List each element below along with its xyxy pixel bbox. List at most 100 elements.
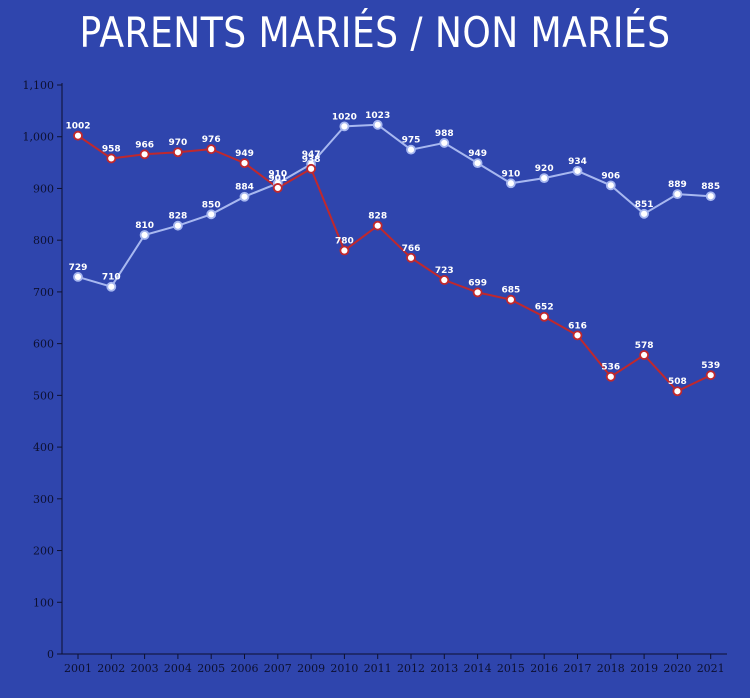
y-tick-label: 400 bbox=[33, 441, 54, 454]
data-label: 884 bbox=[235, 183, 254, 193]
data-label: 1020 bbox=[332, 112, 357, 122]
data-point bbox=[372, 220, 383, 231]
x-tick-label: 2009 bbox=[297, 662, 325, 675]
data-point bbox=[139, 149, 150, 160]
data-point bbox=[639, 350, 649, 360]
data-point bbox=[106, 281, 117, 292]
x-tick-label: 2014 bbox=[464, 662, 492, 675]
data-label: 970 bbox=[169, 138, 188, 148]
chart-title: PARENTS MARIÉS / NON MARIÉS bbox=[79, 8, 671, 57]
data-label: 920 bbox=[535, 164, 554, 174]
data-point bbox=[472, 287, 483, 298]
x-tick-label: 2020 bbox=[663, 662, 691, 675]
y-tick-label: 0 bbox=[47, 648, 54, 661]
data-label: 508 bbox=[668, 377, 687, 387]
data-label: 710 bbox=[102, 273, 121, 283]
x-tick-label: 2006 bbox=[231, 662, 259, 675]
x-tick-label: 2015 bbox=[497, 662, 525, 675]
data-point bbox=[572, 330, 583, 341]
data-label: 1002 bbox=[65, 122, 90, 132]
data-point bbox=[406, 252, 416, 263]
data-label: 766 bbox=[402, 244, 421, 254]
data-label: 949 bbox=[468, 149, 487, 159]
data-label: 889 bbox=[668, 180, 687, 190]
data-point bbox=[306, 163, 317, 174]
x-tick-label: 2019 bbox=[630, 662, 658, 675]
data-label: 966 bbox=[135, 140, 154, 150]
data-point bbox=[73, 130, 83, 141]
data-label: 949 bbox=[235, 149, 254, 159]
data-label: 975 bbox=[402, 136, 421, 146]
data-point bbox=[705, 191, 716, 202]
data-label: 652 bbox=[535, 303, 554, 313]
series-line-1 bbox=[77, 123, 711, 288]
data-point bbox=[539, 311, 550, 322]
data-point bbox=[339, 121, 350, 132]
series-line-0 bbox=[77, 134, 712, 393]
y-tick-label: 500 bbox=[33, 389, 54, 402]
x-tick-label: 2016 bbox=[530, 662, 558, 675]
x-tick-label: 2005 bbox=[197, 662, 225, 675]
data-point bbox=[73, 272, 83, 282]
x-tick-label: 2010 bbox=[330, 662, 358, 675]
data-label: 1023 bbox=[365, 111, 390, 121]
data-point bbox=[439, 275, 450, 285]
data-point bbox=[406, 144, 416, 155]
data-label: 723 bbox=[435, 266, 454, 276]
data-point bbox=[206, 144, 217, 155]
data-point bbox=[605, 371, 616, 382]
data-point bbox=[472, 158, 483, 169]
data-point bbox=[672, 386, 683, 397]
data-point bbox=[539, 173, 550, 184]
x-tick-label: 2004 bbox=[164, 662, 192, 675]
data-point bbox=[672, 189, 683, 200]
y-tick-label: 700 bbox=[33, 286, 54, 299]
data-label: 988 bbox=[435, 129, 454, 139]
x-tick-label: 2011 bbox=[364, 662, 392, 675]
data-point bbox=[239, 158, 250, 169]
x-tick-label: 2007 bbox=[264, 662, 292, 675]
data-label: 910 bbox=[268, 169, 287, 179]
x-tick-label: 2003 bbox=[131, 662, 159, 675]
data-label: 828 bbox=[169, 212, 188, 222]
data-label: 851 bbox=[635, 200, 654, 210]
data-point bbox=[172, 220, 183, 231]
data-label: 699 bbox=[468, 278, 487, 288]
data-point bbox=[339, 245, 350, 256]
data-label: 850 bbox=[202, 200, 221, 210]
data-label: 976 bbox=[202, 135, 221, 145]
data-point bbox=[705, 370, 716, 381]
data-point bbox=[372, 119, 383, 130]
data-point bbox=[272, 183, 283, 193]
data-point bbox=[439, 138, 450, 148]
data-label: 910 bbox=[502, 169, 521, 179]
data-label: 901 bbox=[268, 174, 287, 184]
data-point bbox=[106, 153, 117, 164]
y-tick-label: 100 bbox=[33, 596, 54, 609]
data-label: 958 bbox=[102, 144, 121, 154]
data-label: 616 bbox=[568, 321, 587, 331]
data-label: 536 bbox=[601, 363, 620, 373]
x-tick-label: 2021 bbox=[697, 662, 725, 675]
data-label: 539 bbox=[701, 361, 720, 371]
data-label: 938 bbox=[302, 155, 321, 165]
data-label: 729 bbox=[69, 263, 88, 273]
data-point bbox=[139, 230, 150, 240]
data-label: 947 bbox=[302, 150, 321, 160]
x-tick-label: 2012 bbox=[397, 662, 425, 675]
x-tick-label: 2001 bbox=[64, 662, 92, 675]
y-tick-label: 1,100 bbox=[23, 79, 55, 92]
x-tick-label: 2017 bbox=[564, 662, 592, 675]
data-point bbox=[505, 178, 516, 189]
data-label: 810 bbox=[135, 221, 154, 231]
y-tick-label: 300 bbox=[33, 493, 54, 506]
data-label: 934 bbox=[568, 157, 587, 167]
data-label: 780 bbox=[335, 237, 354, 247]
x-tick-label: 2002 bbox=[97, 662, 125, 675]
x-tick-label: 2018 bbox=[597, 662, 625, 675]
y-tick-label: 800 bbox=[33, 234, 54, 247]
data-point bbox=[172, 147, 183, 158]
data-point bbox=[572, 165, 583, 176]
y-tick-label: 200 bbox=[33, 545, 54, 558]
